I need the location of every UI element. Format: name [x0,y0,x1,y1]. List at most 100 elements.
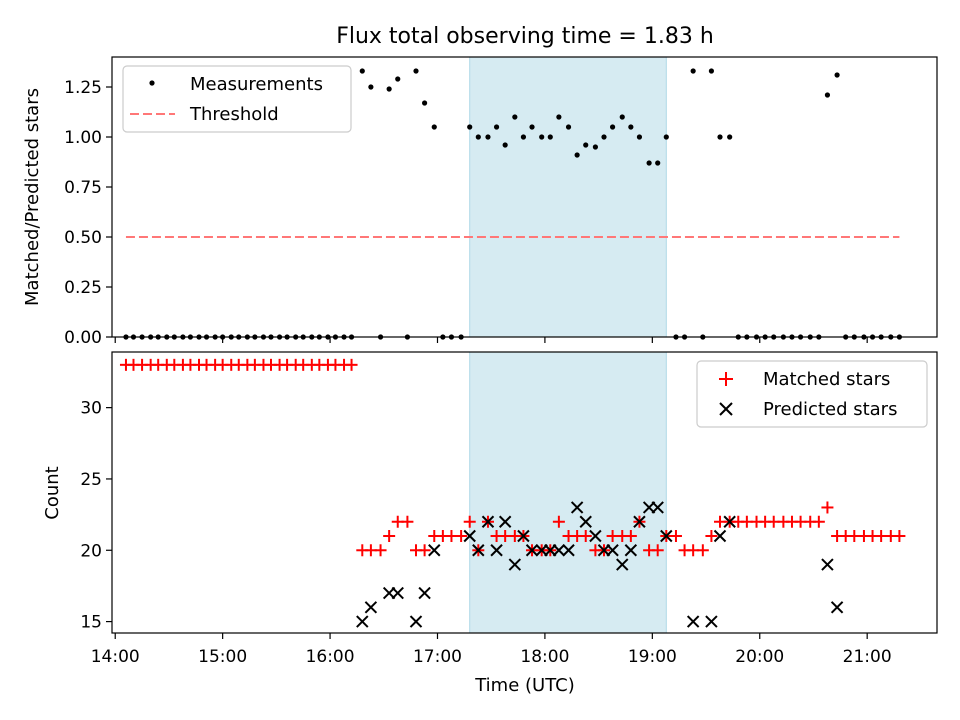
measurement-point [583,142,589,148]
observing-span [469,56,667,338]
matched-star-point [696,544,709,557]
predicted-star-point [686,615,700,628]
measurement-point [690,68,696,74]
matched-star-point [374,544,387,557]
measurement-point [529,124,535,130]
bottom-ytick-label: 15 [80,613,102,633]
measurement-point [368,84,374,90]
bottom-shaded-span [469,351,667,634]
bottom-ytick-label: 25 [80,470,102,490]
bottom-xtick-label: 19:00 [628,647,677,667]
matched-star-point [383,530,396,543]
predicted-star-point [391,586,404,600]
legend-marker-matched [719,372,733,386]
bottom-axes-frame [111,351,938,634]
bottom-xtick-label: 14:00 [91,647,140,667]
measurement-point [601,134,607,140]
matched-star-point [552,515,565,528]
measurement-point [727,134,733,140]
predicted-star-point [481,515,495,528]
measurement-point [386,86,392,92]
measurement-point [655,160,661,166]
predicted-star-point [498,515,512,528]
measurement-point [717,134,723,140]
matched-star-point [651,544,664,557]
top-legend: Measurements Threshold [122,65,352,133]
measurement-point [475,134,481,140]
top-legend-frame [122,65,352,133]
top-axes-frame [111,56,938,338]
predicted-star-point [589,529,602,543]
bottom-xlabel: Time (UTC) [474,675,575,696]
predicted-star-point [830,601,844,614]
measurement-point [431,124,437,130]
predicted-star-point [364,601,378,614]
bottom-xtick-label: 21:00 [843,647,892,667]
matched-star-point [463,515,476,528]
predicted-star-point [409,615,423,628]
measurement-point [574,152,580,158]
predicted-star-point [616,558,629,571]
predicted-star-point [705,615,718,628]
legend-marker-predicted [719,402,733,416]
top-y-axis: 0.00 0.25 0.50 0.75 1.00 1.25 [64,78,112,348]
bottom-xtick-label: 17:00 [413,647,462,667]
measurement-point [547,134,553,140]
measurement-point [636,134,643,140]
matched-star-point [821,501,834,514]
predicted-star-point [428,544,441,557]
matched-star-point [579,530,592,543]
legend-label-matched: Matched stars [763,369,890,390]
measurement-point [824,92,831,98]
measurement-point [834,72,840,78]
predicted-star-point [490,544,503,557]
bottom-y-axis: 15 20 25 30 [80,399,112,633]
measurement-points [123,68,903,340]
measurement-point [485,134,491,140]
predicted-star-point [570,501,584,514]
measurement-point [592,144,598,150]
legend-label-measurements: Measurements [190,74,323,95]
bottom-panel: 15 20 25 30 14:00 15:00 16:00 17:00 18:00 19:00 2… [42,351,938,696]
measurement-point [413,68,419,74]
predicted-star-point [517,529,530,543]
predicted-star-point [418,586,431,600]
top-ylabel: Matched/Predicted stars [22,88,43,306]
measurement-point [467,124,473,130]
matched-star-point [455,530,468,543]
top-ytick-label: 0.75 [64,178,102,198]
predicted-star-point [472,544,485,557]
measurement-point [609,124,616,130]
matched-star-point [345,358,358,371]
matched-star-point [893,530,906,543]
bottom-xtick-label: 15:00 [198,647,247,667]
top-panel: 0.00 0.25 0.50 0.75 1.00 1.25 Matched/Predict… [22,56,938,348]
measurement-point [539,134,545,140]
matched-star-point [624,530,637,543]
measurement-point [395,76,401,82]
bottom-xtick-label: 20:00 [735,647,784,667]
measurement-point [512,114,518,120]
bottom-ylabel: Count [42,466,63,519]
bottom-xtick-label: 16:00 [306,647,355,667]
legend-label-threshold: Threshold [189,104,279,125]
legend-marker-measurements [149,80,155,86]
legend-label-predicted: Predicted stars [763,399,897,420]
top-ytick-label: 0.25 [64,278,102,298]
predicted-star-point [579,515,592,528]
bottom-x-axis: 14:00 15:00 16:00 17:00 18:00 19:00 20:00 21:00 [91,633,892,667]
predicted-star-point [660,529,673,543]
chart-title: Flux total observing time = 1.83 h [336,24,714,49]
matched-star-point [669,530,682,543]
top-ytick-label: 0.00 [64,328,102,348]
measurement-point [520,134,527,140]
measurement-point [421,100,428,106]
measurement-point [493,124,500,130]
bottom-legend-frame [696,360,928,428]
top-shaded-span [469,56,667,338]
measurement-point [359,68,365,74]
top-ytick-label: 1.00 [64,128,102,148]
matched-star-point [418,544,431,557]
bottom-ytick-label: 30 [80,399,102,419]
predicted-star-point [356,615,369,628]
